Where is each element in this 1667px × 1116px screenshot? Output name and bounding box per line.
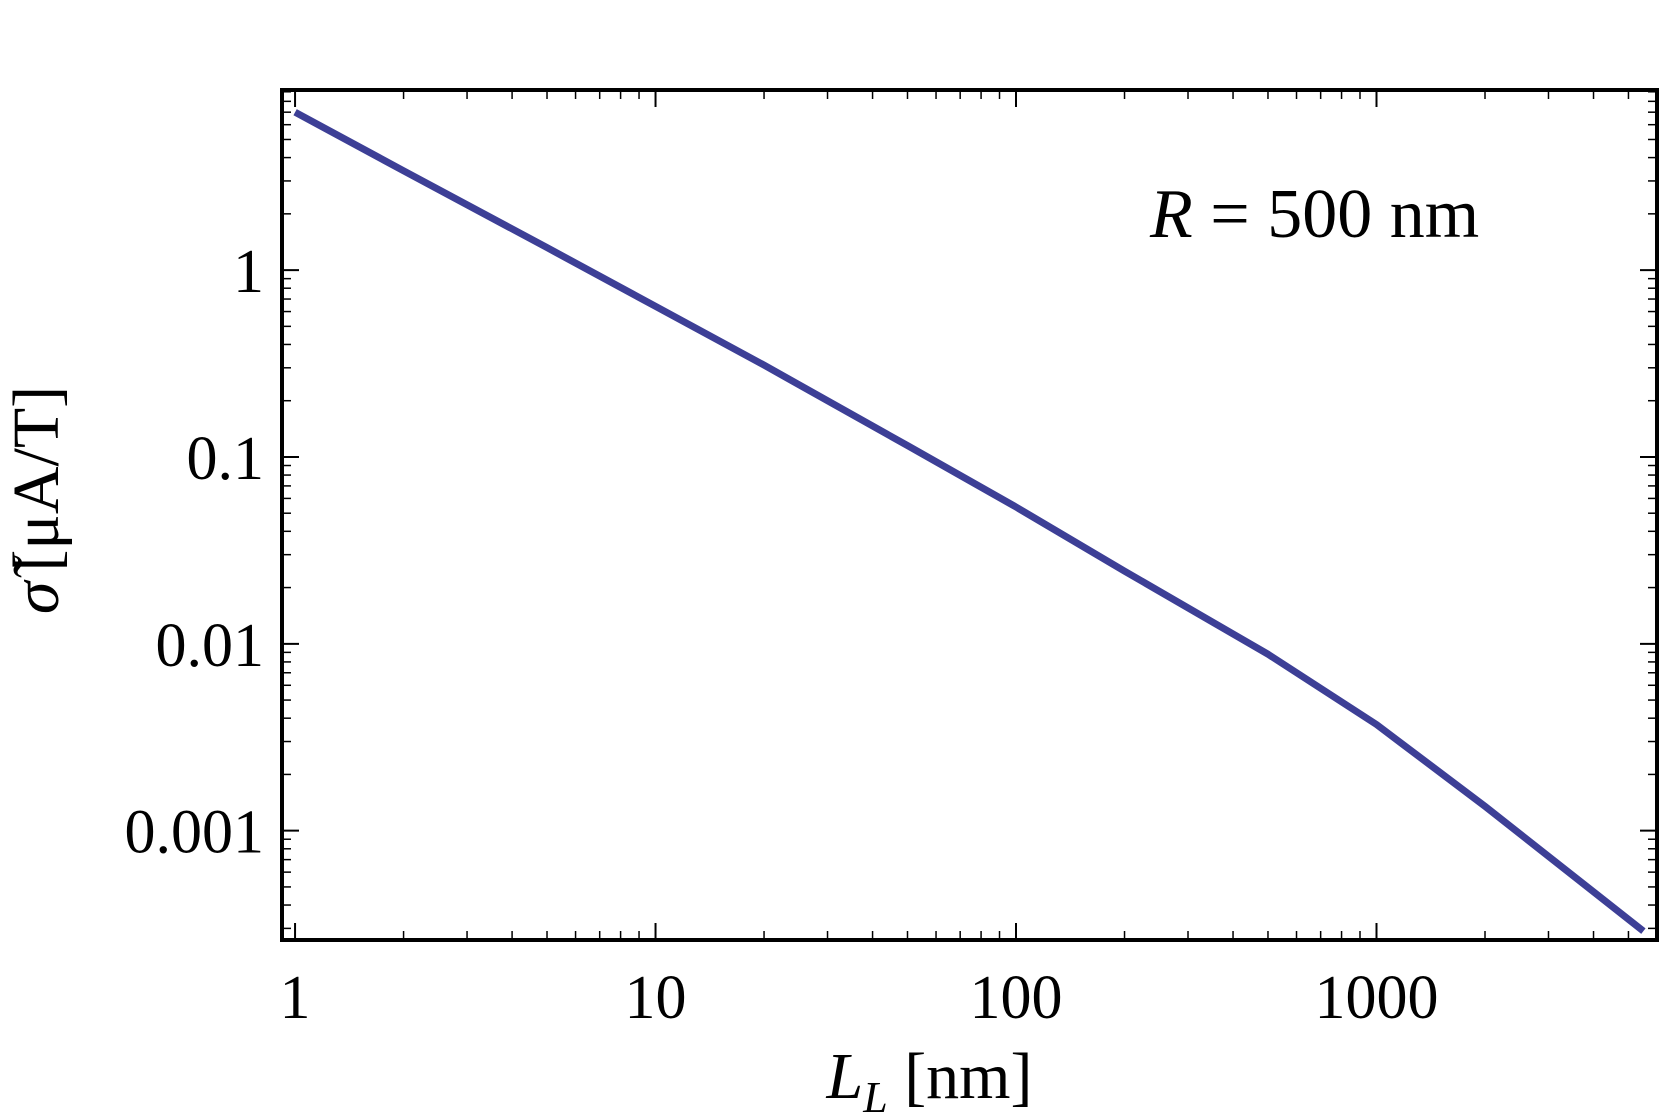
y-tick-label: 0.001	[125, 799, 265, 867]
major-ticks	[282, 90, 1657, 940]
x-tick-label: 1	[280, 964, 311, 1032]
x-axis-label-symbol: L	[826, 1040, 864, 1113]
x-tick-label: 10	[625, 964, 687, 1032]
y-axis-label: σ̃[μA/T]	[0, 386, 73, 614]
x-tick-label: 100	[970, 964, 1063, 1032]
plot-frame	[280, 88, 1659, 942]
x-axis-label-subscript: L	[862, 1073, 887, 1116]
annotation-symbol: R	[1149, 176, 1193, 253]
x-axis-label: LL [nm]	[826, 1040, 1033, 1116]
series-layer	[293, 109, 1646, 934]
y-tick-label: 0.1	[187, 425, 265, 493]
y-tick-label: 0.01	[156, 612, 265, 680]
x-tick-label: 1000	[1314, 964, 1438, 1032]
annotation-text: R = 500 nm	[1149, 176, 1479, 253]
series-line	[293, 109, 1646, 934]
tick-labels: 1 10 100 1000 0.001 0.01 0.1 1	[125, 238, 1439, 1032]
y-tick-label: 1	[233, 238, 264, 306]
x-axis-label-unit: [nm]	[888, 1040, 1033, 1113]
y-axis-label-unit: [μA/T]	[0, 386, 73, 572]
annotation-rest: = 500 nm	[1193, 176, 1479, 253]
